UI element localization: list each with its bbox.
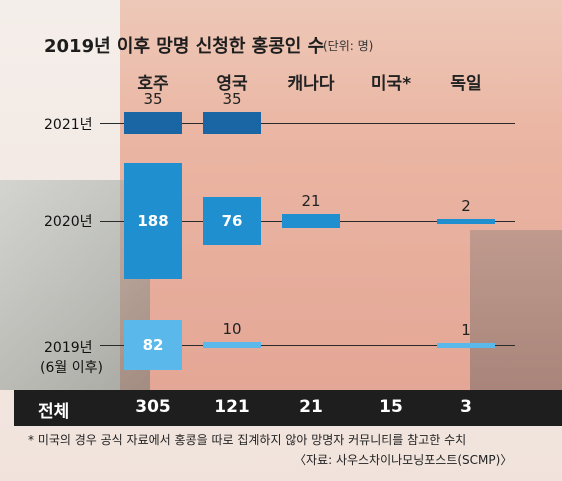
chart-title: 2019년 이후 망명 신청한 홍콩인 수 <box>44 36 325 57</box>
column-header-australia: 호주 <box>137 74 169 94</box>
bar-2021-australia <box>124 112 182 134</box>
unit-note: (단위: 명) <box>323 39 374 53</box>
total-value-uk: 121 <box>214 397 250 417</box>
bar-2020-canada <box>282 214 340 228</box>
row-label-2021: 2021년 <box>44 117 93 133</box>
column-header-uk: 영국 <box>216 74 248 94</box>
source-note: 〈자료: 사우스차이나모닝포스트(SCMP)〉 <box>294 453 513 467</box>
gridline-2021 <box>100 123 515 124</box>
bar-2020-germany <box>437 218 495 224</box>
bar-2019-germany <box>437 342 495 348</box>
bar-label-2020-germany: 2 <box>461 196 471 215</box>
column-header-germany: 독일 <box>450 74 482 94</box>
row-label-2020: 2020년 <box>44 214 93 230</box>
total-value-australia: 305 <box>135 397 171 417</box>
column-header-canada: 캐나다 <box>287 74 335 94</box>
bar-2020-australia <box>124 162 182 280</box>
bar-label-2019-australia: 82 <box>142 336 164 354</box>
bar-label-2020-canada: 21 <box>301 192 321 211</box>
bar-2019-uk <box>203 341 261 349</box>
bar-label-2020-australia: 188 <box>137 212 169 230</box>
bar-label-2021-uk: 35 <box>222 90 242 109</box>
bar-label-2021-australia: 35 <box>143 90 163 109</box>
background-flag <box>120 0 562 390</box>
row-label-2019: 2019년 <box>44 340 93 356</box>
bar-label-2020-uk: 76 <box>221 212 243 230</box>
row-label-2019-note: (6월 이후) <box>40 360 103 376</box>
bar-label-2019-uk: 10 <box>222 319 242 338</box>
total-row <box>14 390 562 426</box>
bar-2020-uk <box>203 197 261 245</box>
footnote: * 미국의 경우 공식 자료에서 홍콩을 따로 집계하지 않아 망명자 커뮤니티… <box>28 433 467 447</box>
total-value-canada: 21 <box>299 397 323 417</box>
bar-label-2019-germany: 1 <box>461 320 471 339</box>
gridline-2019 <box>100 345 515 346</box>
total-label: 전체 <box>38 402 70 422</box>
total-value-usa: 15 <box>379 397 403 417</box>
total-value-germany: 3 <box>460 397 472 417</box>
bar-2019-australia <box>124 319 182 371</box>
bar-2021-uk <box>203 112 261 134</box>
column-header-usa: 미국* <box>370 74 412 94</box>
background-building <box>470 230 562 390</box>
